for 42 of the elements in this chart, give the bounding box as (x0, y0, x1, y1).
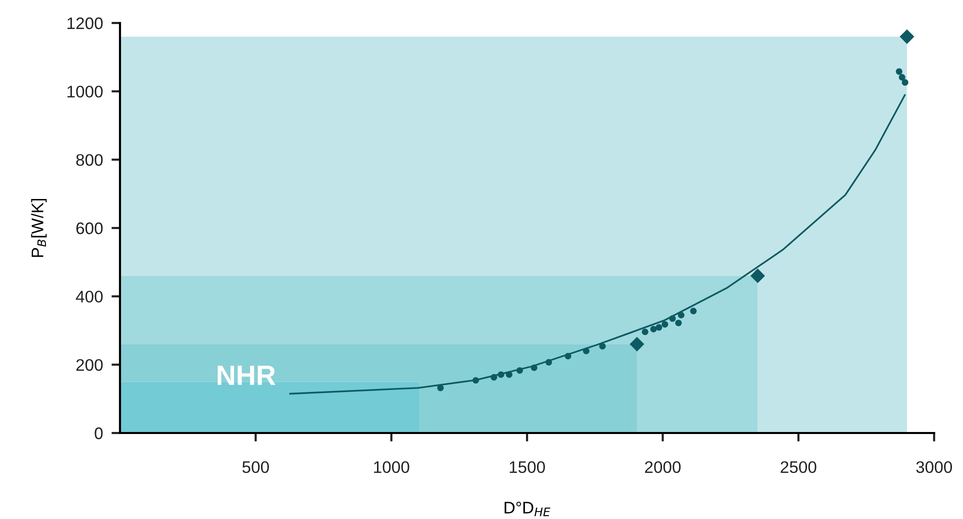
point (582, 348, 590, 354)
point (902, 79, 908, 86)
line-series (289, 94, 906, 395)
x-axis-title: D°D$_{HE}$ (504, 502, 550, 516)
x-tick-label: 2500 (780, 461, 816, 474)
point (498, 371, 504, 378)
point (564, 352, 572, 360)
point (900, 29, 914, 44)
point (546, 359, 552, 366)
point (630, 336, 644, 352)
y-axis-title: P$_{B}$[W/K] (31, 198, 47, 257)
point (472, 377, 480, 384)
point (678, 312, 684, 318)
y-tick-label: 400 (76, 290, 103, 303)
x-tick-label: 3000 (916, 461, 952, 474)
point (896, 68, 902, 75)
point (530, 364, 538, 371)
point (437, 384, 444, 392)
y-tick-label: 0 (94, 427, 103, 440)
x-tick-label: 500 (242, 461, 269, 474)
point (650, 326, 657, 332)
point (506, 371, 512, 378)
point (669, 315, 676, 322)
point (656, 324, 662, 331)
y-tick-label: 800 (76, 154, 103, 166)
point (599, 342, 606, 350)
y-tick-label: 1000 (68, 86, 103, 98)
point (490, 374, 498, 381)
y-tick-label: 600 (76, 222, 103, 234)
point (642, 328, 648, 336)
x-tick-label: 1000 (374, 461, 410, 474)
y-tick-label: 1200 (68, 17, 103, 30)
y-tick-label: 200 (76, 359, 103, 371)
point (690, 308, 697, 314)
x-tick-label: 1500 (510, 461, 545, 474)
point (675, 320, 682, 326)
x-tick-label: 2000 (645, 461, 681, 474)
point (898, 74, 906, 81)
point (750, 268, 765, 284)
series-label: NHR (218, 366, 276, 385)
point (516, 367, 523, 374)
point (662, 321, 668, 328)
